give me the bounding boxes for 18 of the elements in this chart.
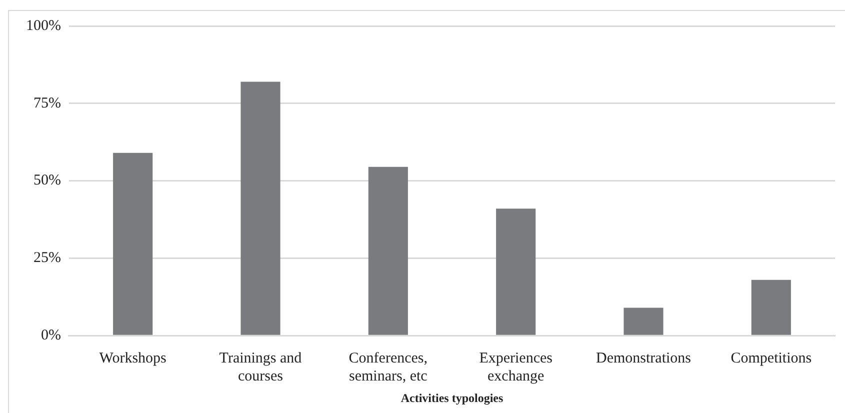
x-tick-label: Demonstrations	[596, 350, 692, 367]
bar	[496, 208, 536, 335]
y-tick-label: 25%	[33, 250, 61, 266]
x-tick-label: Conferences, seminars, etc	[348, 350, 428, 385]
x-tick-label: Experiences exchange	[479, 350, 553, 385]
x-tick-label: Competitions	[730, 350, 812, 367]
bar	[113, 152, 153, 335]
y-tick-label: 75%	[33, 95, 61, 112]
bar	[240, 82, 280, 335]
x-axis-title: Activities typologies	[400, 390, 504, 405]
y-tick-label: 100%	[26, 18, 61, 34]
x-tick-label: Trainings and courses	[219, 350, 302, 385]
y-tick-label: 0%	[40, 328, 61, 344]
bar	[751, 280, 791, 335]
y-tick-label: 50%	[33, 172, 61, 189]
bar	[624, 308, 664, 335]
x-tick-label: Workshops	[99, 350, 167, 367]
bar	[368, 166, 408, 335]
